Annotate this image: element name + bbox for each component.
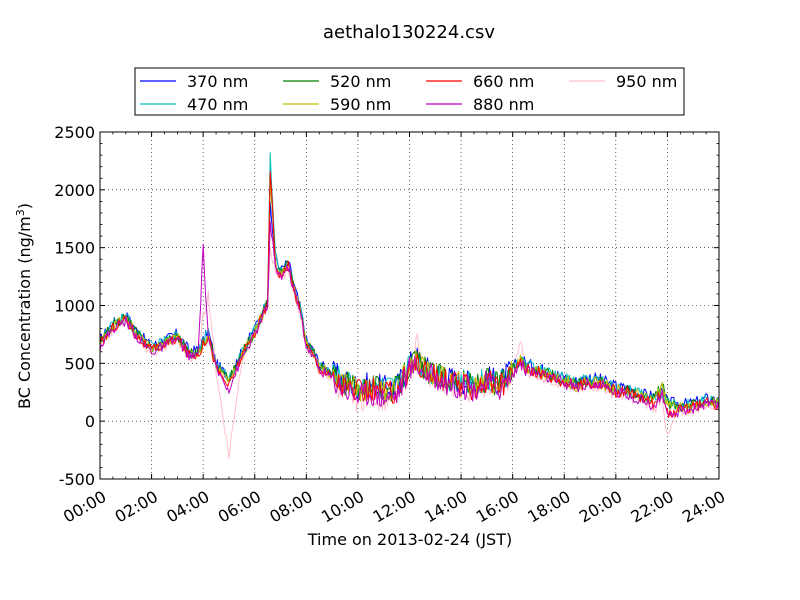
y-tick-label: -500 — [59, 470, 95, 489]
x-tick-label: 22:00 — [627, 487, 676, 527]
y-axis-label-close: ) — [15, 203, 34, 209]
legend-box — [134, 67, 685, 116]
legend: 370 nm 470 nm 520 nm 590 nm 660 nm 880 nm 950 … — [134, 67, 685, 116]
legend-label: 590 nm — [330, 95, 391, 114]
x-tick-label: 18:00 — [524, 487, 573, 527]
y-tick-label: 2500 — [54, 123, 95, 142]
x-tick-label: 20:00 — [576, 487, 625, 527]
x-axis-label: Time on 2013-02-24 (JST) — [307, 530, 512, 549]
legend-label: 520 nm — [330, 72, 391, 91]
x-tick-label: 10:00 — [318, 487, 367, 527]
legend-label: 950 nm — [616, 72, 677, 91]
y-axis-label: BC Concentration (ng/m3) — [14, 203, 34, 409]
x-tick-label: 14:00 — [421, 487, 470, 527]
x-tick-label: 24:00 — [679, 487, 728, 527]
grid — [100, 132, 719, 479]
series-line-880-nm — [99, 221, 720, 418]
legend-label: 370 nm — [187, 72, 248, 91]
y-axis-label-superscript: 3 — [14, 209, 27, 216]
y-tick-label: 500 — [64, 354, 95, 373]
y-tick-label: 1000 — [54, 297, 95, 316]
x-tick-label: 16:00 — [473, 487, 522, 527]
x-tick-labels: 00:00 02:00 04:00 06:00 08:00 10:00 12:00 14:00… — [60, 487, 728, 527]
series-line-470-nm — [99, 152, 720, 411]
legend-label: 470 nm — [187, 95, 248, 114]
legend-label: 660 nm — [473, 72, 534, 91]
y-tick-labels: -500 0 500 1000 1500 2000 2500 — [54, 123, 95, 489]
y-tick-label: 1500 — [54, 239, 95, 258]
chart-title: aethalo130224.csv — [323, 22, 495, 43]
x-tick-label: 12:00 — [370, 487, 419, 527]
x-tick-label: 00:00 — [60, 487, 109, 527]
legend-label: 880 nm — [473, 95, 534, 114]
x-tick-label: 08:00 — [266, 487, 315, 527]
x-tick-label: 04:00 — [163, 487, 212, 527]
y-tick-label: 2000 — [54, 181, 95, 200]
y-axis-label-text: BC Concentration (ng/m — [15, 216, 34, 409]
series-layer — [99, 152, 720, 460]
ticks — [99, 131, 720, 480]
x-tick-label: 02:00 — [112, 487, 161, 527]
y-tick-label: 0 — [85, 412, 95, 431]
x-tick-label: 06:00 — [215, 487, 264, 527]
